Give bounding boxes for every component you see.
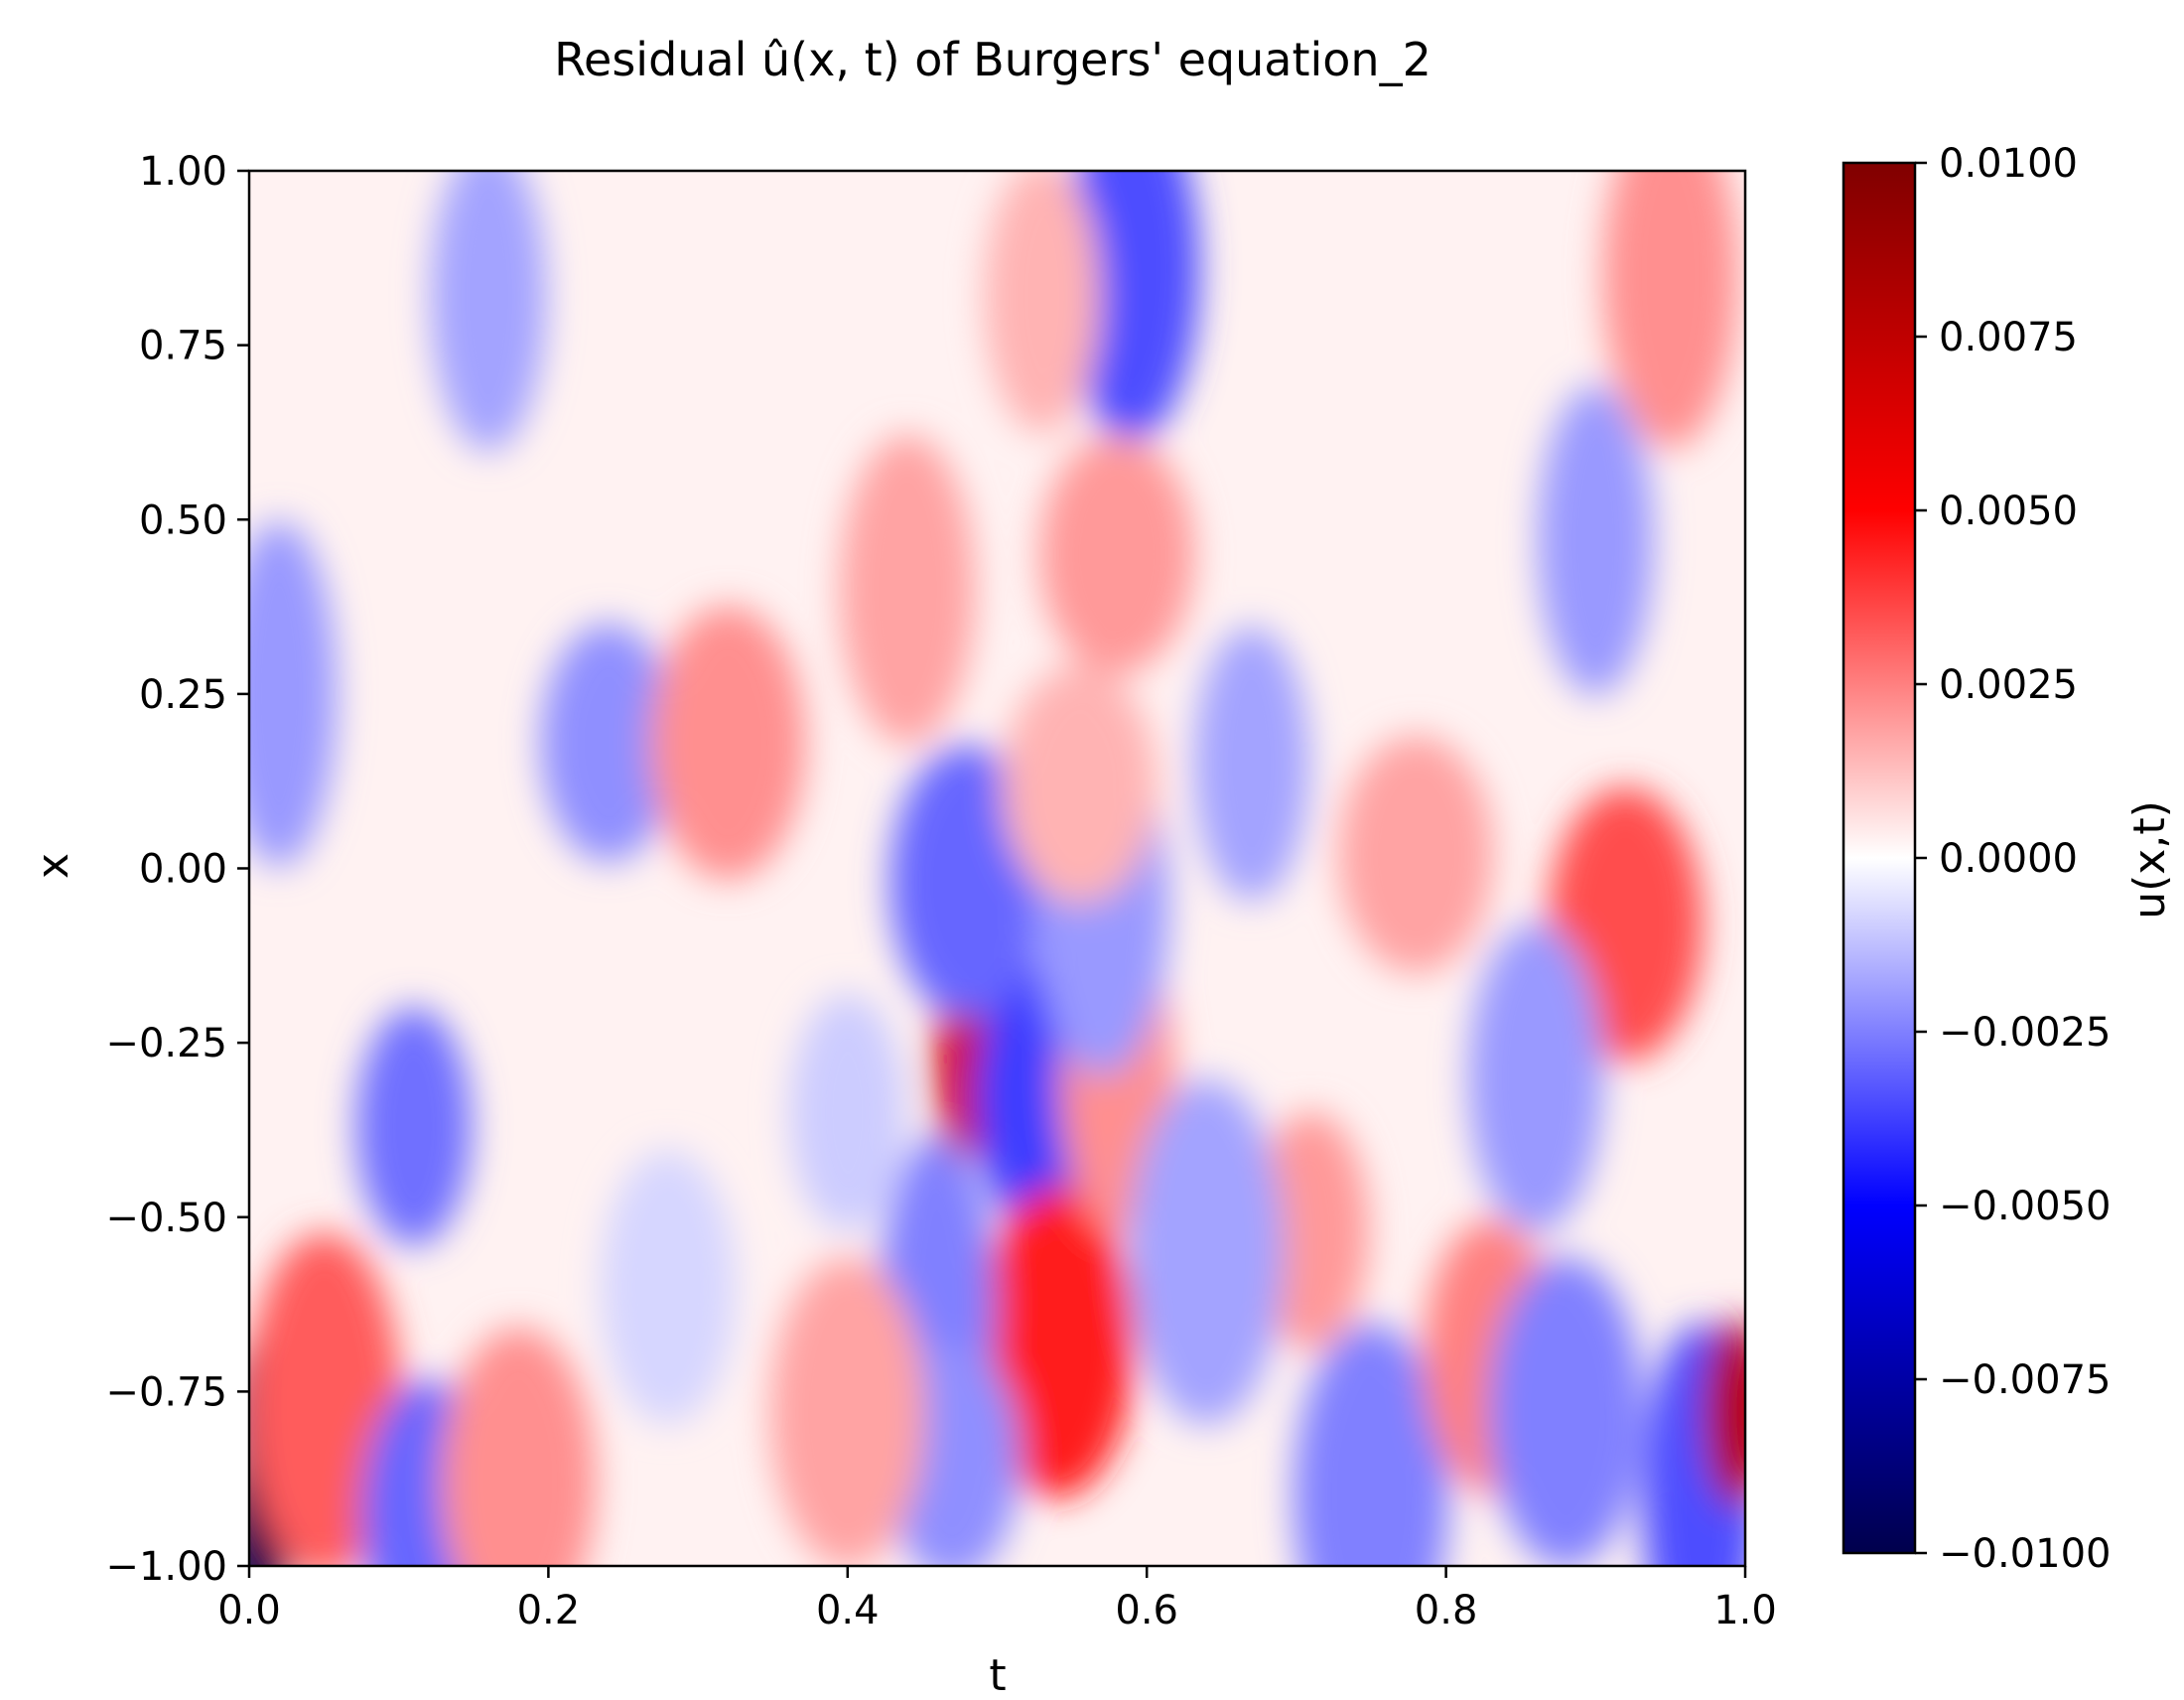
- heatmap-feature: [441, 1327, 597, 1566]
- heatmap-feature: [789, 993, 905, 1232]
- y-tick-label: −0.75: [105, 1369, 227, 1415]
- y-tick-label: 0.75: [139, 324, 227, 369]
- heatmap-feature: [1468, 922, 1604, 1233]
- heatmap-feature: [840, 434, 976, 745]
- colorbar-tick-label: −0.0025: [1939, 1010, 2111, 1056]
- x-tick-label: 0.8: [1415, 1588, 1478, 1633]
- x-tick-label: 1.0: [1713, 1588, 1777, 1633]
- colorbar-ticks: −0.0100 −0.0075 −0.0050 −0.0025 0.0000 0.0025…: [1915, 141, 2111, 1577]
- x-tick-label: 0.4: [816, 1588, 880, 1633]
- y-axis: −1.00 −0.75 −0.50 −0.25 0.00 0.25 0.50 0.75 1.00: [105, 149, 249, 1590]
- colorbar: −0.0100 −0.0075 −0.0050 −0.0025 0.0000 0.0025…: [1842, 141, 2175, 1577]
- heatmap-feature: [1064, 171, 1200, 442]
- heatmap-feature: [979, 1188, 1135, 1498]
- y-tick-label: 1.00: [139, 149, 227, 195]
- y-tick-label: −0.25: [105, 1021, 227, 1066]
- heatmap-feature: [984, 171, 1100, 434]
- colorbar-tick-label: 0.0000: [1939, 836, 2078, 882]
- heatmap-feature: [249, 1232, 402, 1566]
- heatmap-feature: [1704, 1318, 1745, 1507]
- y-axis-label: x: [28, 853, 78, 879]
- heatmap-field: [249, 171, 1745, 1566]
- y-tick-label: −0.50: [105, 1196, 227, 1241]
- chart-title: Residual û(x, t) of Burgers' equation_2: [554, 33, 1432, 86]
- colorbar-tick-label: 0.0100: [1939, 141, 2078, 187]
- x-tick-label: 0.6: [1115, 1588, 1178, 1633]
- heatmap-feature: [355, 1007, 472, 1246]
- y-tick-label: −1.00: [105, 1544, 227, 1590]
- x-tick-label: 0.2: [517, 1588, 581, 1633]
- heatmap-feature: [1602, 171, 1738, 449]
- heatmap-feature: [1193, 627, 1309, 902]
- colorbar-gradient: [1842, 161, 1917, 1555]
- colorbar-tick-label: −0.0075: [1939, 1357, 2111, 1403]
- heatmap-feature: [650, 606, 806, 881]
- heatmap-area: [247, 169, 1747, 1568]
- heatmap-feature: [769, 1257, 925, 1566]
- heatmap-feature: [540, 624, 676, 863]
- heatmap-feature: [1488, 1257, 1644, 1566]
- y-tick-label: 0.00: [139, 847, 227, 893]
- heatmap-feature: [431, 171, 547, 452]
- heatmap-feature: [249, 520, 338, 867]
- heatmap-feature: [1129, 1078, 1285, 1425]
- heatmap-feature: [1294, 1323, 1449, 1566]
- colorbar-tick-label: 0.0025: [1939, 662, 2078, 708]
- colorbar-tick-label: −0.0100: [1939, 1531, 2111, 1577]
- heatmap-feature: [600, 1150, 736, 1424]
- x-tick-label: 0.0: [217, 1588, 281, 1633]
- colorbar-tick-label: 0.0075: [1939, 315, 2078, 360]
- y-tick-label: 0.50: [139, 497, 227, 543]
- heatmap-feature: [1002, 665, 1158, 905]
- heatmap-feature: [1039, 435, 1195, 674]
- colorbar-tick-label: 0.0050: [1939, 489, 2078, 534]
- colorbar-label: u(x,t): [2124, 800, 2175, 920]
- heatmap-feature: [1338, 735, 1494, 974]
- heatmap-feature: [1538, 385, 1654, 696]
- x-axis: 0.0 0.2 0.4 0.6 0.8 1.0: [217, 1566, 1777, 1633]
- x-axis-label: t: [989, 1650, 1006, 1700]
- y-tick-label: 0.25: [139, 672, 227, 718]
- heatmap-feature: [1253, 1111, 1369, 1350]
- colorbar-tick-label: −0.0050: [1939, 1184, 2111, 1229]
